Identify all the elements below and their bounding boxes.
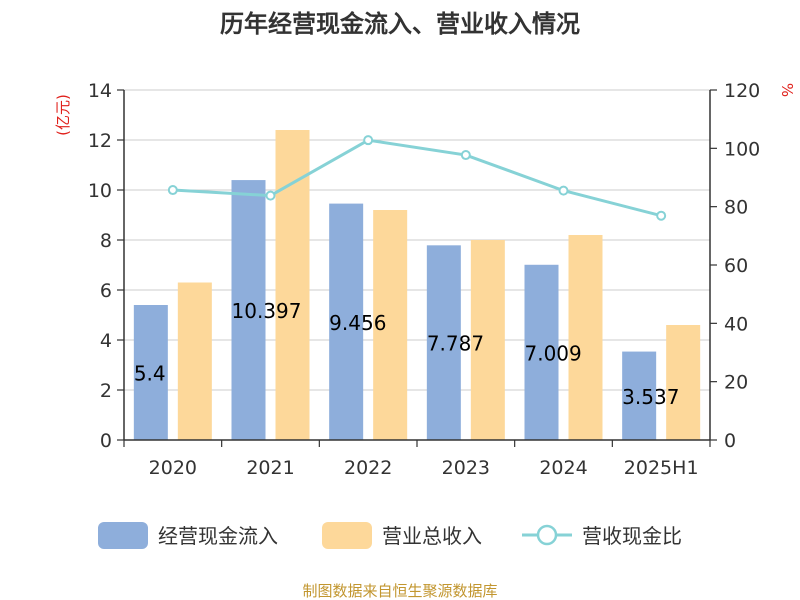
line-series [167,135,667,221]
bar-revenue-2020 [177,282,212,440]
legend: 经营现金流入 营业总收入 营收现金比 [98,522,682,549]
data-label-2022: 9.456 [329,311,386,335]
bar-cash-inflow-2023 [426,245,461,440]
data-label-2023: 7.787 [427,332,484,356]
left-tick-label-7: 14 [88,80,112,102]
left-tick-label-6: 12 [88,130,112,152]
data-label-2020: 5.4 [134,362,166,386]
right-tick-label-0: 0 [724,430,736,452]
x-tick-label-1: 2021 [246,457,294,479]
axes: 0 2 4 6 8 10 12 14 0 20 40 60 80 100 120 2020 2021 2022 20… [88,80,760,479]
right-tick-label-4: 80 [724,197,748,219]
right-tick-label-1: 20 [724,372,748,394]
bar-revenue-2025H1 [666,325,701,440]
data-label-2024: 7.009 [525,341,582,365]
data-label-2025H1: 3.537 [622,385,679,409]
point-ratio-2021 [265,190,276,201]
point-ratio-2024 [558,185,569,196]
x-tick-label-5: 2025H1 [624,457,699,479]
bar-cash-inflow-2024 [524,264,559,440]
bar-cash-inflow-2022 [329,203,364,440]
left-tick-label-5: 10 [88,180,112,202]
data-label-2021: 10.397 [232,299,302,323]
chart-title: 历年经营现金流入、营业收入情况 [220,10,580,38]
bar-revenue-2024 [568,235,603,440]
point-ratio-2020 [167,185,178,196]
right-tick-label-5: 100 [724,138,760,160]
bar-revenue-2023 [470,240,505,440]
bar-cash-inflow-2020 [133,305,168,440]
left-tick-label-2: 4 [100,330,112,352]
bar-revenue-2022 [373,210,408,440]
grid-lines [124,89,710,391]
bar-cash-inflow-2021 [231,180,266,440]
point-ratio-2022 [363,135,374,146]
source-note: 制图数据来自恒生聚源数据库 [302,582,497,600]
left-tick-label-0: 0 [100,430,112,452]
point-ratio-2025H1 [656,210,667,221]
data-labels: 5.4 10.397 9.456 7.787 7.009 3.537 [134,299,680,409]
x-tick-label-3: 2023 [442,457,490,479]
left-axis-unit: (亿元) [54,94,72,136]
legend-swatch-0 [98,522,148,549]
right-tick-label-6: 120 [724,80,760,102]
left-tick-label-4: 8 [100,230,112,252]
legend-swatch-1 [322,522,372,549]
bar-cash-inflow-2025H1 [622,351,657,440]
legend-label-1: 营业总收入 [382,524,482,548]
legend-label-0: 经营现金流入 [158,524,278,548]
legend-swatch-marker-2 [536,524,558,546]
left-tick-label-3: 6 [100,280,112,302]
right-axis-unit: % [778,83,796,97]
left-tick-label-1: 2 [100,380,112,402]
x-tick-label-2: 2022 [344,457,392,479]
legend-label-2: 营收现金比 [582,524,682,548]
bar-series [133,130,701,440]
right-tick-label-2: 40 [724,313,748,335]
x-tick-label-4: 2024 [539,457,587,479]
x-tick-label-0: 2020 [149,457,197,479]
line-ratio [172,138,662,218]
right-tick-label-3: 60 [724,255,748,277]
point-ratio-2023 [460,150,471,161]
